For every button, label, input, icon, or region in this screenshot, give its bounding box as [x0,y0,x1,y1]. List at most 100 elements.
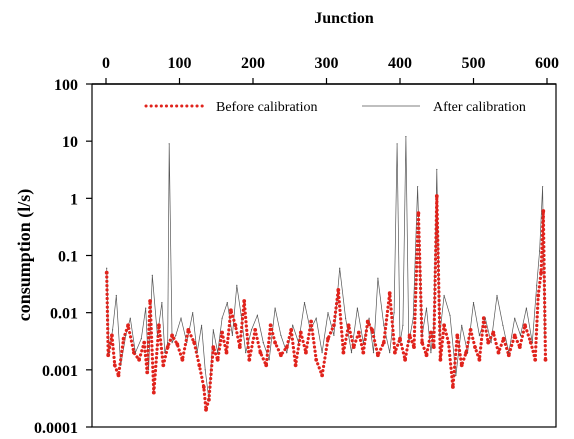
data-point-before-calibration [536,293,541,298]
data-point-after-calibration [167,342,169,344]
data-point-before-calibration [192,340,197,345]
data-point-before-calibration [455,333,460,338]
series-layer [104,136,548,412]
y-tick-label: 0.001 [42,363,78,380]
data-point-after-calibration [399,342,401,344]
data-point-before-calibration [197,363,202,368]
data-point-before-calibration [442,323,446,328]
data-point-before-calibration [539,270,543,275]
data-point-after-calibration [544,334,546,336]
data-point-after-calibration [478,334,480,336]
data-point-after-calibration [405,136,407,138]
data-point-after-calibration [425,307,428,309]
data-point-after-calibration [333,334,335,336]
data-point-before-calibration [186,328,191,332]
data-point-after-calibration [112,329,114,331]
data-point-before-calibration [314,357,319,362]
data-point-before-calibration [247,357,252,362]
data-point-after-calibration [514,317,516,319]
data-point-after-calibration [256,314,258,316]
data-point-after-calibration [536,284,538,286]
data-point-before-calibration [175,342,180,347]
y-tick-label: 10 [62,134,78,151]
data-point-after-calibration [201,324,203,326]
data-point-after-calibration [402,324,404,326]
data-point-after-calibration [350,352,353,354]
data-point-before-calibration [215,357,220,362]
x-tick-label: 0 [102,55,110,72]
data-point-before-calibration [351,345,356,349]
data-point-before-calibration [501,336,506,341]
data-point-before-calibration [381,340,386,345]
data-point-after-calibration [236,284,238,286]
data-point-after-calibration [502,324,504,326]
data-point-after-calibration [274,307,276,309]
y-tick-label: 100 [54,77,78,94]
data-point-before-calibration [165,345,170,349]
data-point-before-calibration [387,291,392,295]
data-point-before-calibration [104,270,109,275]
data-point-after-calibration [171,342,173,344]
data-point-after-calibration [221,317,223,319]
data-point-before-calibration [412,345,416,349]
data-point-after-calibration [156,334,158,336]
data-point-after-calibration [231,334,233,336]
data-point-before-calibration [320,373,324,378]
data-point-before-calibration [512,333,517,338]
data-point-after-calibration [226,302,228,304]
data-point-before-calibration [273,340,277,345]
data-point-after-calibration [315,317,317,319]
data-point-before-calibration [398,336,402,341]
data-point-after-calibration [461,324,463,326]
data-point-after-calibration [240,314,242,316]
data-point-after-calibration [148,369,150,371]
data-point-before-calibration [356,330,361,335]
data-point-before-calibration [473,345,477,349]
data-point-before-calibration [346,323,351,328]
x-tick-label: 300 [315,55,339,72]
data-point-before-calibration [541,209,546,213]
data-point-after-calibration [377,277,379,279]
data-point-after-calibration [321,352,323,354]
data-point-before-calibration [126,323,130,328]
data-point-before-calibration [110,333,114,338]
x-tick-label: 100 [168,55,192,72]
data-point-before-calibration [304,350,308,355]
data-point-before-calibration [506,353,511,358]
data-point-before-calibration [533,357,538,362]
series-line-before-calibration [105,195,548,411]
plot-frame [91,83,557,428]
data-point-before-calibration [420,340,424,345]
y-tick-label: 1 [70,191,78,208]
data-point-before-calibration [496,350,501,355]
data-point-after-calibration [542,186,544,188]
data-point-before-calibration [424,353,429,358]
data-point-before-calibration [298,330,303,335]
data-point-after-calibration [455,374,457,376]
data-point-before-calibration [332,323,336,328]
data-point-after-calibration [134,352,136,354]
data-point-after-calibration [467,352,469,354]
data-point-before-calibration [132,350,136,355]
data-point-after-calibration [175,334,177,336]
data-point-before-calibration [211,345,216,349]
data-point-after-calibration [286,352,288,354]
legend-label-after-calibration: After calibration [433,100,526,115]
data-point-before-calibration [523,323,527,328]
data-point-after-calibration [125,334,127,336]
data-point-after-calibration [433,324,435,326]
data-point-before-calibration [284,345,289,349]
data-point-before-calibration [431,345,436,349]
data-point-after-calibration [204,369,206,371]
data-point-before-calibration [361,350,366,355]
data-point-before-calibration [161,363,166,368]
data-point-before-calibration [224,350,229,355]
data-point-after-calibration [525,307,528,309]
data-point-before-calibration [268,323,273,328]
data-point-before-calibration [253,328,258,332]
data-point-before-calibration [121,336,126,341]
data-point-before-calibration [416,211,421,216]
data-point-before-calibration [477,357,482,362]
data-point-after-calibration [531,342,533,344]
